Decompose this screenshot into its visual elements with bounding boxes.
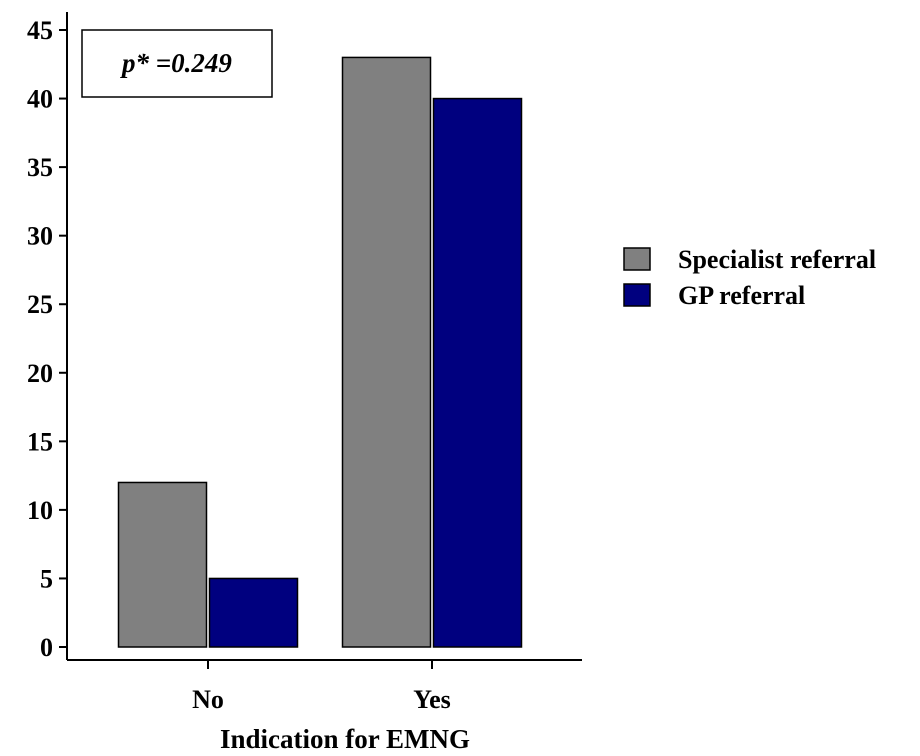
bars [117, 56, 523, 648]
x-axis: No Yes [67, 659, 582, 714]
y-axis: 0 5 10 15 20 25 30 35 40 45 [27, 12, 68, 662]
legend-label: Specialist referral [678, 245, 876, 274]
y-tick-label: 45 [27, 16, 53, 45]
bar-gp-referral-yes [432, 97, 523, 648]
legend: Specialist referral GP referral [623, 245, 876, 310]
legend-swatch [623, 247, 651, 271]
y-tick-label: 5 [40, 564, 53, 593]
bar-gp-referral-no [208, 577, 299, 648]
y-tick-label: 25 [27, 290, 53, 319]
p-value-annotation: p* =0.249 [120, 48, 232, 78]
y-tick-label: 30 [27, 222, 53, 251]
x-axis-title: Indication for EMNG [220, 724, 470, 754]
y-tick-label: 35 [27, 153, 53, 182]
y-tick-label: 20 [27, 359, 53, 388]
y-tick-label: 40 [27, 85, 53, 114]
y-tick-label: 0 [40, 633, 53, 662]
x-tick-label: Yes [413, 685, 451, 714]
legend-swatch [623, 283, 651, 307]
y-tick-label: 10 [27, 496, 53, 525]
annotation-box: p* =0.249 [81, 29, 273, 98]
bar-specialist-referral-no [117, 481, 208, 648]
y-tick-label: 15 [27, 427, 53, 456]
legend-label: GP referral [678, 281, 805, 310]
x-tick-label: No [192, 685, 224, 714]
bar-specialist-referral-yes [341, 56, 432, 648]
